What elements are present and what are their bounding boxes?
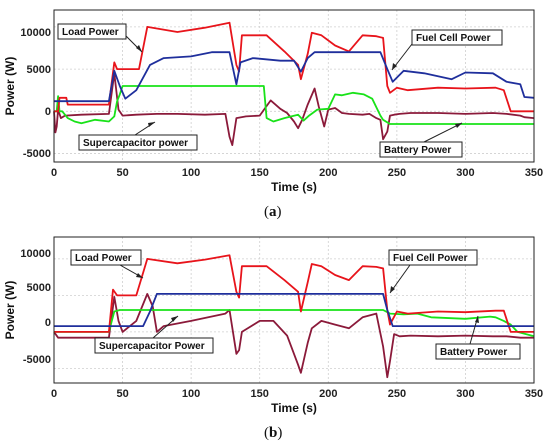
series-line-supercapacitor-power bbox=[53, 292, 534, 379]
y-tick-label: 10000 bbox=[20, 27, 51, 39]
series-line-fuel-cell-power bbox=[54, 292, 534, 328]
annotation-label: Fuel Cell Power bbox=[416, 33, 491, 44]
x-tick-label: 50 bbox=[116, 167, 128, 179]
y-tick-label: 10000 bbox=[20, 248, 51, 260]
x-axis-label: Time (s) bbox=[271, 401, 317, 415]
y-tick-label: 5000 bbox=[27, 282, 51, 294]
chart-panel-a: 0 50 100 150 200 250 300 350 -5000 0 500… bbox=[3, 9, 543, 220]
annotation-label: Supercapacitor power bbox=[83, 138, 188, 149]
annotation-label: Battery Power bbox=[440, 347, 507, 358]
x-tick-label: 150 bbox=[251, 167, 269, 179]
y-tick-label: 5000 bbox=[27, 64, 51, 76]
x-tick-label: 300 bbox=[456, 167, 474, 179]
series-line-fuel-cell-power bbox=[54, 51, 535, 103]
x-tick-label: 0 bbox=[51, 388, 57, 400]
x-tick-label: 200 bbox=[319, 167, 337, 179]
panel-label-a: (a) bbox=[264, 204, 282, 220]
annotation-label: Fuel Cell Power bbox=[393, 253, 468, 264]
y-tick-label: 0 bbox=[45, 317, 51, 329]
annotation-load-power-b: Load Power bbox=[70, 249, 144, 279]
annotation-load-power-a: Load Power bbox=[57, 23, 143, 53]
annotation-label: Supercapacitor Power bbox=[99, 341, 205, 352]
annotation-label: Load Power bbox=[62, 27, 119, 38]
x-tick-label: 50 bbox=[116, 388, 128, 400]
series-line-battery-power bbox=[54, 85, 534, 125]
x-ticks-a: 0 50 100 150 200 250 300 350 bbox=[51, 167, 543, 179]
x-tick-label: 250 bbox=[388, 167, 406, 179]
panel-letter: a bbox=[269, 204, 277, 220]
panel-label-b: (b) bbox=[264, 425, 282, 441]
y-tick-label: 0 bbox=[45, 106, 51, 118]
series-line-load-power bbox=[54, 254, 534, 333]
series-line-supercapacitor-power bbox=[53, 72, 535, 147]
x-tick-label: 200 bbox=[319, 388, 337, 400]
annotation-fuel-cell-power-a: Fuel Cell Power bbox=[391, 29, 503, 71]
x-tick-label: 250 bbox=[388, 388, 406, 400]
y-ticks-b: -5000 0 5000 10000 bbox=[20, 248, 51, 366]
y-axis-label: Power (W) bbox=[3, 57, 17, 116]
chart-panel-b: 0 50 100 150 200 250 300 350 -5000 0 500… bbox=[3, 236, 543, 441]
series-group-a bbox=[53, 21, 535, 147]
annotation-label: Load Power bbox=[75, 253, 132, 264]
x-tick-label: 100 bbox=[182, 167, 200, 179]
x-axis-label: Time (s) bbox=[271, 180, 317, 194]
y-tick-label: -5000 bbox=[23, 148, 51, 160]
annotation-battery-power-a: Battery Power bbox=[379, 122, 463, 158]
series-line-load-power bbox=[54, 21, 534, 113]
annotation-supercap-power-a: Supercapacitor power bbox=[78, 121, 198, 151]
x-ticks-b: 0 50 100 150 200 250 300 350 bbox=[51, 388, 543, 400]
annotation-battery-power-b: Battery Power bbox=[435, 315, 521, 360]
x-tick-label: 100 bbox=[182, 388, 200, 400]
annotation-label: Battery Power bbox=[384, 145, 451, 156]
x-tick-label: 350 bbox=[525, 388, 543, 400]
x-tick-label: 0 bbox=[51, 167, 57, 179]
x-tick-label: 300 bbox=[456, 388, 474, 400]
annotation-supercap-power-b: Supercapacitor Power bbox=[94, 315, 214, 354]
annotation-fuel-cell-power-b: Fuel Cell Power bbox=[388, 249, 478, 294]
panel-letter: b bbox=[269, 425, 277, 441]
y-tick-label: -5000 bbox=[23, 354, 51, 366]
series-group-b bbox=[53, 254, 535, 379]
x-tick-label: 350 bbox=[525, 167, 543, 179]
y-ticks-a: -5000 0 5000 10000 bbox=[20, 27, 51, 160]
x-tick-label: 150 bbox=[251, 388, 269, 400]
y-axis-label: Power (W) bbox=[3, 281, 17, 340]
